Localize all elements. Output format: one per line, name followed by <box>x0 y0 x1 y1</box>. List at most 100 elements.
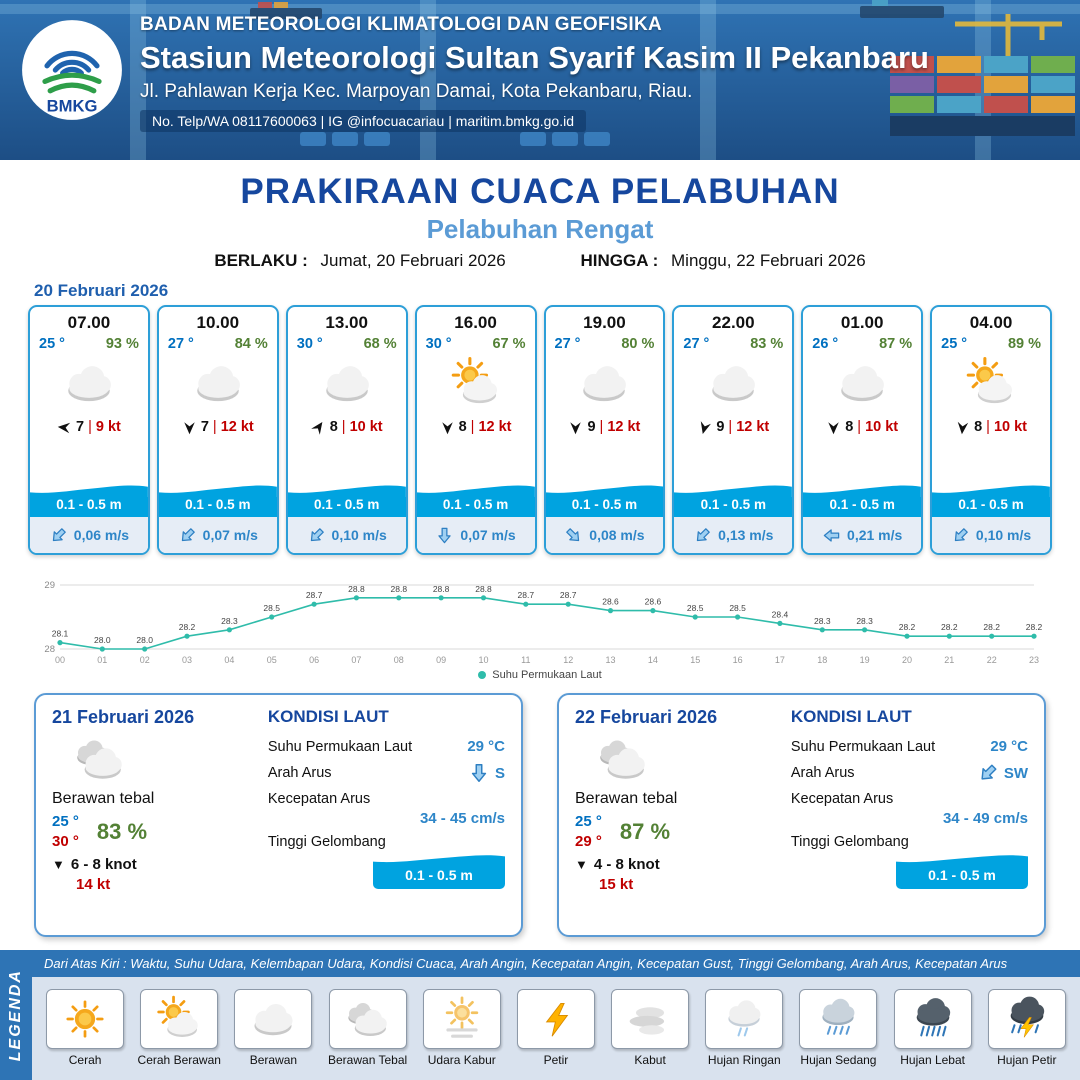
temp-humidity-row: 30 ° 67 % <box>417 333 535 352</box>
wave-crest-icon <box>416 485 535 497</box>
valid-to-label: HINGGA : <box>580 251 659 270</box>
current-row: 0,10 m/s <box>287 517 406 553</box>
day-condition: Berawan tebal <box>52 790 155 807</box>
legend-item: Hujan Petir <box>982 988 1072 1067</box>
day-minmax: 25 ° 30 ° <box>52 812 79 851</box>
forecast-date: 20 Februari 2026 <box>34 281 169 300</box>
legend-weather-icon <box>893 988 972 1049</box>
svg-text:04: 04 <box>224 655 234 665</box>
wind-speed: 9 <box>587 419 596 435</box>
svg-text:28.3: 28.3 <box>221 616 238 626</box>
wind-direction-icon: ▼ <box>575 857 588 872</box>
svg-text:28.2: 28.2 <box>941 622 958 632</box>
wind-gust: 12 kt <box>736 419 770 435</box>
wave-band: 0.1 - 0.5 m <box>287 482 406 517</box>
legend-caption: Dari Atas Kiri : Waktu, Suhu Udara, Kele… <box>32 950 1080 977</box>
current-direction-label: Arah Arus <box>790 765 855 781</box>
temp-humidity-row: 27 ° 80 % <box>546 333 664 352</box>
weather-icon <box>674 352 792 414</box>
svg-text:28.8: 28.8 <box>475 584 492 594</box>
svg-text:11: 11 <box>521 655 530 665</box>
forecast-cards-row: 07.00 25 ° 93 % 7 | 9 kt 0.1 - 0.5 m 0,0… <box>0 305 1080 555</box>
current-direction-icon <box>564 526 583 545</box>
wave-crest-icon <box>373 855 505 866</box>
temp-min: 25 ° <box>575 813 602 830</box>
day-wind-speed: 4 - 8 knot <box>593 856 660 873</box>
forecast-card: 16.00 30 ° 67 % 8 | 12 kt 0.1 - 0.5 m 0,… <box>414 305 537 555</box>
separator: | <box>599 419 604 435</box>
wind-direction-icon <box>955 420 970 435</box>
temp-humidity-row: 27 ° 84 % <box>159 333 277 352</box>
svg-text:23: 23 <box>1029 655 1039 665</box>
wave-crest-icon <box>932 485 1050 497</box>
wind-gust: 9 kt <box>95 419 121 435</box>
bmkg-logo: BMKG <box>20 18 124 122</box>
svg-text:17: 17 <box>775 655 785 665</box>
day-date: 21 Februari 2026 <box>52 707 195 727</box>
separator: | <box>857 419 862 435</box>
wave-height: 0.1 - 0.5 m <box>545 497 664 517</box>
wind-direction-icon <box>697 420 712 435</box>
svg-text:28.8: 28.8 <box>391 584 408 594</box>
wave-crest-icon <box>674 485 793 497</box>
legend-item: Petir <box>511 988 601 1067</box>
chart-legend-label: Suhu Permukaan Laut <box>492 669 602 681</box>
wave-label: Tinggi Gelombang <box>267 834 386 850</box>
current-direction-row: Arah Arus S <box>268 762 505 784</box>
current-direction-icon <box>693 526 712 545</box>
current-speed-row: Kecepatan Arus <box>791 791 1028 807</box>
legend-item-label: Berawan Tebal <box>328 1052 408 1067</box>
wind-direction-icon <box>57 420 72 435</box>
current-row: 0,07 m/s <box>158 517 277 553</box>
legend-item: Hujan Sedang <box>793 988 883 1067</box>
temp-humidity-row: 25 ° 89 % <box>932 333 1050 352</box>
wind-row: 8 | 10 kt <box>803 414 921 440</box>
wind-speed: 7 <box>200 419 209 435</box>
svg-text:28.2: 28.2 <box>983 622 1000 632</box>
wave-crest-icon <box>803 485 922 497</box>
port-name: Pelabuhan Rengat <box>426 214 654 244</box>
legend-item-label: Udara Kabur <box>427 1052 496 1067</box>
day-wind-row: ▼ 6 - 8 knot <box>52 856 256 873</box>
legend-item-label: Petir <box>543 1052 569 1067</box>
day-date: 22 Februari 2026 <box>575 707 718 727</box>
wind-row: 8 | 12 kt <box>417 414 535 440</box>
temp-humidity-row: 27 ° 83 % <box>674 333 792 352</box>
svg-text:10: 10 <box>478 655 488 665</box>
day-wind-speed: 6 - 8 knot <box>70 856 137 873</box>
day-temps-row: 25 ° 29 ° 87 % <box>575 812 779 851</box>
valid-to-value: Minggu, 22 Februari 2026 <box>671 251 866 270</box>
separator: | <box>728 419 733 435</box>
current-speed: 0,21 m/s <box>847 527 903 543</box>
sea-conditions-title: KONDISI LAUT <box>267 707 389 726</box>
air-temperature: 26 ° <box>812 336 839 352</box>
wind-row: 7 | 9 kt <box>30 414 148 440</box>
weather-icon <box>30 352 148 414</box>
legend-weather-icon <box>611 988 690 1049</box>
current-speed-label: Kecepatan Arus <box>267 791 371 807</box>
day-weather-icon <box>54 730 146 788</box>
svg-text:28.6: 28.6 <box>645 597 662 607</box>
wind-speed: 9 <box>716 419 725 435</box>
wave-height: 0.1 - 0.5 m <box>803 497 922 517</box>
sst-line-chart: 28 29 28.1 00 28.0 01 28.0 02 28.2 03 28.3 04 28.5 05… <box>30 567 1050 667</box>
svg-text:00: 00 <box>55 655 65 665</box>
current-direction-icon <box>307 526 326 545</box>
legend-main: Dari Atas Kiri : Waktu, Suhu Udara, Kele… <box>32 950 1080 1080</box>
svg-text:28.6: 28.6 <box>602 597 619 607</box>
wind-speed: 7 <box>76 419 85 435</box>
day-gust: 15 kt <box>599 876 634 893</box>
svg-text:05: 05 <box>267 655 277 665</box>
day-card-left: 22 Februari 2026 Berawan tebal 25 ° 29 °… <box>575 707 779 923</box>
svg-text:19: 19 <box>860 655 870 665</box>
wave-band: 0.1 - 0.5 m <box>30 482 148 517</box>
legend-item: Hujan Lebat <box>888 988 978 1067</box>
air-temperature: 30 ° <box>296 336 323 352</box>
current-direction-icon <box>178 526 197 545</box>
svg-text:28.7: 28.7 <box>560 590 577 600</box>
current-direction-text: SW <box>1003 764 1028 782</box>
weather-icon <box>932 352 1050 414</box>
svg-text:28.1: 28.1 <box>52 629 69 639</box>
wind-gust: 10 kt <box>993 419 1028 435</box>
wave-band: 0.1 - 0.5 m <box>674 482 793 517</box>
